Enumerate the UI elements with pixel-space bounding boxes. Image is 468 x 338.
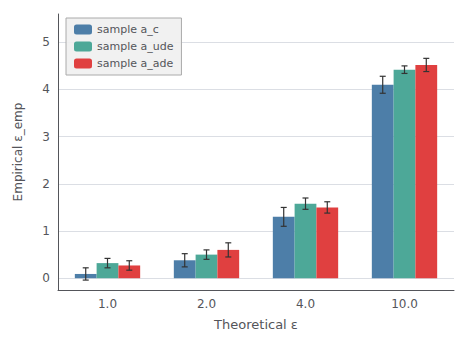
svg-text:sample a_c: sample a_c (97, 23, 159, 36)
svg-text:Empirical ε_emp: Empirical ε_emp (11, 103, 25, 202)
svg-text:5: 5 (42, 35, 50, 49)
svg-text:0: 0 (42, 271, 50, 285)
svg-text:2.0: 2.0 (197, 297, 216, 311)
svg-text:2: 2 (42, 177, 50, 191)
svg-text:4.0: 4.0 (296, 297, 315, 311)
svg-text:4: 4 (42, 82, 50, 96)
svg-text:3: 3 (42, 130, 50, 144)
svg-text:sample a_ude: sample a_ude (97, 40, 174, 53)
svg-text:1: 1 (42, 224, 50, 238)
svg-text:Theoretical ε: Theoretical ε (213, 317, 298, 332)
svg-text:10.0: 10.0 (391, 297, 418, 311)
svg-text:sample a_ade: sample a_ade (97, 57, 173, 70)
svg-text:1.0: 1.0 (98, 297, 117, 311)
